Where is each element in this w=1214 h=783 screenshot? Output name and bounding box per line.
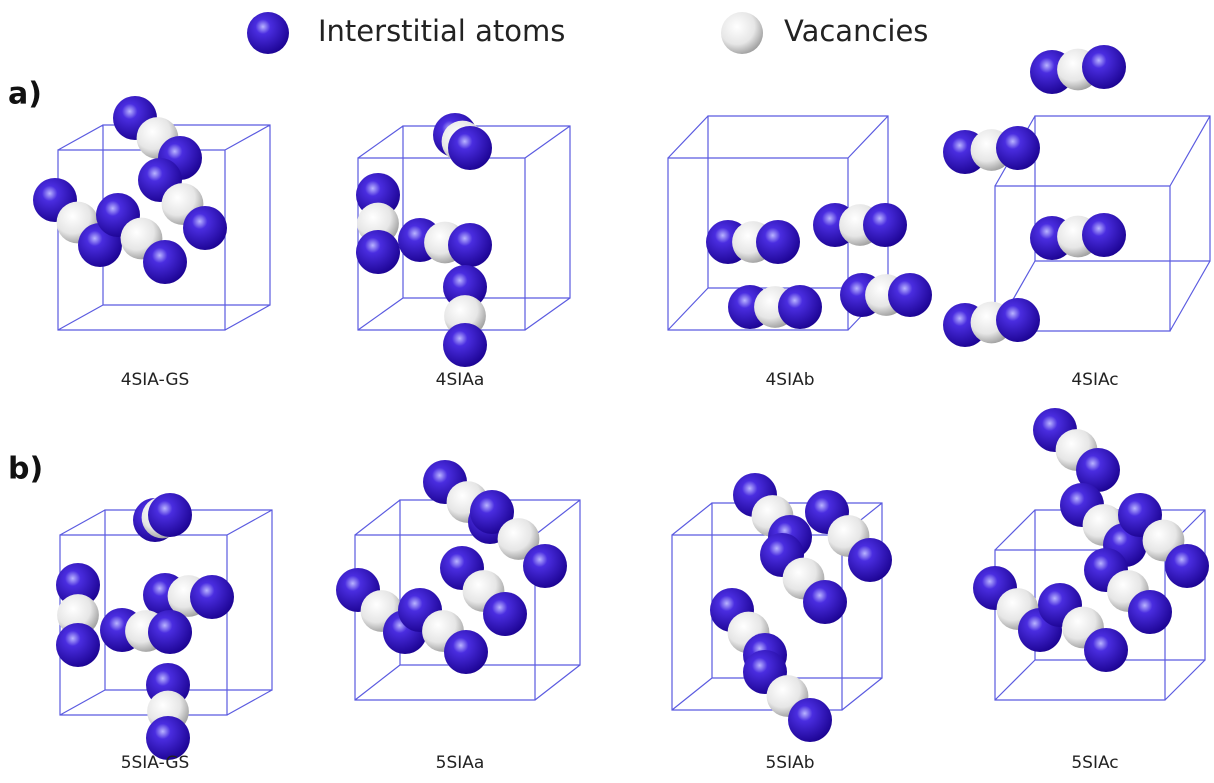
vacancy (497, 518, 540, 560)
dumbbell (706, 220, 800, 264)
dumbbell (1038, 583, 1128, 672)
interstitial-atom (996, 126, 1040, 170)
legend-label: Vacancies (784, 14, 928, 48)
interstitial-atom (1128, 590, 1172, 634)
vacancy-icon (721, 12, 763, 54)
dumbbell (138, 158, 227, 250)
interstitial-atom (1084, 628, 1128, 672)
panel-label: a) (8, 77, 42, 112)
dumbbell (398, 218, 492, 267)
structure-caption: 4SIA-GS (121, 370, 190, 390)
interstitial-atom (444, 630, 488, 674)
dumbbell (1033, 408, 1120, 492)
dumbbell (943, 298, 1040, 347)
interstitial-atom (996, 298, 1040, 342)
panel-label: b) (8, 452, 43, 487)
dumbbell (143, 573, 234, 619)
interstitial-atom (778, 285, 822, 329)
dumbbell (813, 203, 907, 247)
interstitial-atom (470, 490, 514, 534)
interstitial-atom (1165, 544, 1209, 588)
vacancy (57, 594, 99, 636)
dumbbell (440, 546, 527, 636)
dumbbell (133, 493, 192, 542)
dumbbell (805, 490, 892, 582)
dumbbell (1030, 45, 1126, 94)
dumbbell (56, 563, 100, 667)
interstitial-atom (483, 592, 527, 636)
interstitial-atom (1082, 213, 1126, 257)
interstitial-atom (848, 538, 892, 582)
dumbbell (760, 533, 847, 624)
interstitial-atom (146, 716, 190, 760)
interstitial-atom (56, 623, 100, 667)
dumbbell (743, 650, 832, 742)
structure-caption: 5SIA-GS (121, 753, 190, 773)
cell-box (994, 509, 1206, 701)
interstitial-atom (863, 203, 907, 247)
interstitial-atom (788, 698, 832, 742)
dumbbell (433, 113, 492, 170)
interstitial-atom (356, 230, 400, 274)
interstitial-atom (448, 223, 492, 267)
cell-box (57, 124, 271, 331)
legend: Interstitial atoms Vacancies (247, 12, 928, 54)
structures (33, 45, 1211, 760)
dumbbell (100, 608, 192, 654)
cell-box (671, 502, 883, 711)
cell-box (59, 509, 273, 716)
dumbbell (96, 193, 187, 284)
dumbbell (443, 265, 487, 367)
interstitial-atom (523, 544, 567, 588)
structure-caption: 5SIAc (1071, 753, 1118, 773)
interstitial-atom (148, 610, 192, 654)
interstitial-atom (1082, 45, 1126, 89)
dumbbell (1118, 493, 1209, 588)
interstitial-atom (443, 265, 487, 309)
structure-caption: 4SIAb (765, 370, 814, 390)
interstitial-atom (56, 563, 100, 607)
interstitial-atom (1076, 448, 1120, 492)
interstitial-atom (148, 493, 192, 537)
dumbbell (1084, 548, 1172, 634)
dumbbell (728, 285, 822, 329)
interstitial-atom (756, 220, 800, 264)
dumbbell (1030, 213, 1126, 260)
dumbbell (398, 588, 488, 674)
dumbbell (146, 663, 190, 760)
interstitial-atom (443, 323, 487, 367)
interstitial-atom (448, 126, 492, 170)
interstitial-atom (803, 580, 847, 624)
legend-label: Interstitial atoms (318, 14, 565, 48)
dumbbell (356, 173, 400, 274)
dumbbell (470, 490, 567, 588)
structure-caption: 5SIAa (436, 753, 485, 773)
structure-caption: 4SIAc (1071, 370, 1118, 390)
structure-caption: 5SIAb (765, 753, 814, 773)
dumbbell (840, 273, 932, 317)
cell-box (357, 125, 571, 331)
interstitial-icon (247, 12, 289, 54)
interstitial-atom (888, 273, 932, 317)
dumbbell (943, 126, 1040, 174)
structure-caption: 4SIAa (436, 370, 485, 390)
dumbbell (973, 566, 1062, 652)
cell-box (354, 499, 581, 701)
interstitial-atom (183, 206, 227, 250)
interstitial-atom (143, 240, 187, 284)
interstitial-atom (190, 575, 234, 619)
